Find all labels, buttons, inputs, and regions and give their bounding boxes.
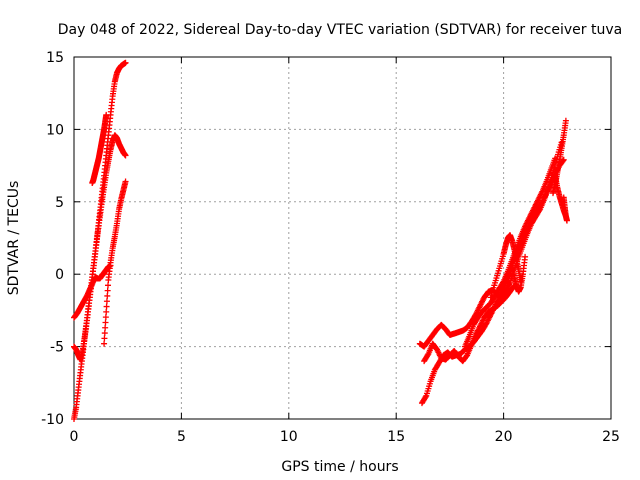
data-point-interp: [104, 292, 111, 299]
series-track-1: [71, 59, 129, 422]
data-point-interp: [102, 314, 109, 321]
y-tick-label: 0: [55, 267, 64, 283]
x-axis-label: GPS time / hours: [281, 459, 398, 475]
data-point-interp: [103, 303, 110, 310]
grid: [74, 57, 611, 419]
data-point: [562, 117, 569, 124]
data-point: [122, 152, 129, 159]
x-tick-label: 5: [177, 429, 186, 445]
data-point-interp: [422, 394, 429, 401]
y-axis-label: SDTVAR / TECUs: [6, 181, 22, 296]
data-point-interp: [105, 282, 112, 289]
series-track-11: [500, 253, 529, 298]
data-point: [560, 156, 567, 163]
data-point: [552, 155, 559, 162]
y-tick-label: 15: [46, 50, 64, 66]
series-track-3: [71, 262, 114, 321]
series-track-9: [461, 155, 559, 350]
data-point-interp: [103, 298, 110, 305]
plot-border: [73, 56, 612, 420]
x-tick-labels: 0 5 10 15 20 25: [70, 429, 620, 445]
axis-ticks: [73, 56, 612, 420]
series-track-4: [101, 178, 129, 347]
series-track-10: [487, 232, 524, 301]
y-tick-label: -10: [41, 412, 64, 428]
data-points: [71, 59, 570, 422]
data-point-interp: [101, 335, 108, 342]
chart-title: Day 048 of 2022, Sidereal Day-to-day VTE…: [58, 22, 622, 38]
x-tick-label: 25: [602, 429, 620, 445]
y-tick-label: 5: [55, 195, 64, 211]
x-tick-label: 10: [280, 429, 298, 445]
data-point: [103, 111, 110, 118]
data-point-interp: [102, 324, 109, 331]
data-point-interp: [104, 287, 111, 294]
series-track-5: [89, 111, 110, 186]
x-tick-label: 15: [387, 429, 405, 445]
data-point: [122, 178, 129, 185]
data-point: [103, 308, 110, 315]
series-track-2: [71, 132, 129, 363]
series-track-14: [560, 194, 570, 224]
data-point: [101, 340, 108, 347]
x-tick-label: 0: [70, 429, 79, 445]
data-point: [522, 253, 529, 260]
y-tick-label: -5: [50, 340, 64, 356]
x-tick-label: 20: [495, 429, 513, 445]
data-point: [563, 217, 570, 224]
data-point-interp: [101, 330, 108, 337]
y-tick-label: 10: [46, 122, 64, 138]
data-point-interp: [102, 319, 109, 326]
y-tick-labels: -10 -5 0 5 10 15: [41, 50, 64, 428]
data-point: [122, 59, 129, 66]
